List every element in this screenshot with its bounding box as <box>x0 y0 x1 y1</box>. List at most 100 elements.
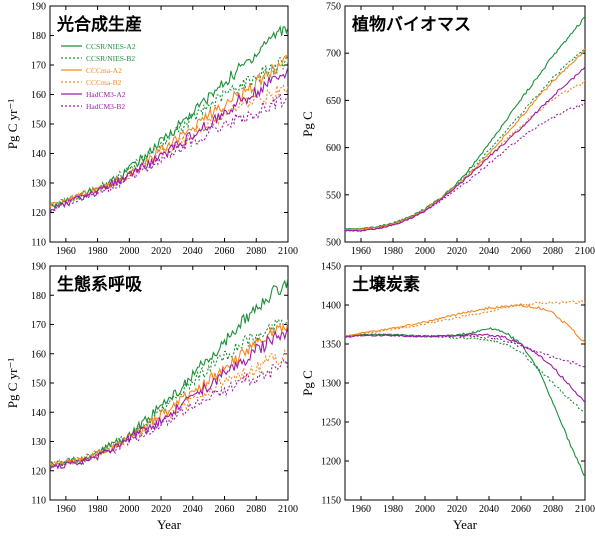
chart-panel-4: 1960 1980 2000 2020 2040 2060 2080 2100 1150 1200… <box>300 262 595 533</box>
y-tick-label: 130 <box>31 437 46 448</box>
x-tick-label: 2060 <box>511 504 531 515</box>
legend-label: CCCma-B2 <box>86 78 122 87</box>
x-tick-label: 2020 <box>151 246 171 257</box>
panel-title: 生態系呼吸 <box>57 274 143 295</box>
x-tick-label: 2040 <box>479 246 499 257</box>
x-tick-label: 1980 <box>383 246 403 257</box>
chart-panel-3: 1960 1980 2000 2020 2040 2060 2080 2100 110 120 13… <box>5 262 298 533</box>
x-tick-label: 1980 <box>88 246 108 257</box>
y-tick-label: 140 <box>31 408 46 419</box>
series-line-ccsr-nies-b2 <box>345 333 585 413</box>
x-tick-label: 2020 <box>447 246 467 257</box>
y-tick-label: 600 <box>326 143 341 154</box>
plot-frame <box>344 265 586 501</box>
x-tick-label: 2000 <box>415 246 435 257</box>
panel-title: 光合成生産 <box>56 14 142 35</box>
x-tick-label: 1960 <box>56 246 76 257</box>
y-tick-label: 550 <box>326 190 341 201</box>
chart-panel-1: 1960 1980 2000 2020 2040 2060 2080 2100 110 120 13… <box>5 2 298 258</box>
x-tick-label: 2080 <box>543 246 563 257</box>
series-line-hadcm3-b2 <box>50 359 288 470</box>
y-tick-label: 160 <box>31 349 46 360</box>
y-tick-label: 150 <box>31 120 46 131</box>
x-tick-label: 2060 <box>511 246 531 257</box>
y-axis-label: Pg C <box>300 370 315 396</box>
x-tick-label: 2080 <box>246 246 266 257</box>
series-line-hadcm3-b2 <box>50 93 288 213</box>
y-tick-label: 170 <box>31 320 46 331</box>
y-axis-label: Pg C <box>300 111 315 137</box>
x-tick-label: 2040 <box>479 504 499 515</box>
y-tick-label: 120 <box>31 208 46 219</box>
x-tick-label: 2040 <box>183 504 203 515</box>
y-tick-label: 150 <box>31 379 46 390</box>
series-line-ccsr-nies-a2 <box>345 327 585 477</box>
y-tick-label: 140 <box>31 149 46 160</box>
x-tick-label: 2100 <box>575 504 595 515</box>
x-tick-label: 2100 <box>278 504 298 515</box>
legend-label: HadCM3-A2 <box>86 90 126 99</box>
legend-label: HadCM3-B2 <box>86 102 125 111</box>
x-tick-label: 2100 <box>278 246 298 257</box>
y-tick-label: 130 <box>31 179 46 190</box>
legend-label: CCSR/NIES-B2 <box>86 54 135 63</box>
y-tick-label: 160 <box>31 90 46 101</box>
x-tick-label: 1980 <box>88 504 108 515</box>
series-line-cccma-a2 <box>345 302 585 344</box>
x-axis-label: Year <box>157 517 182 532</box>
y-tick-label: 180 <box>31 31 46 42</box>
series-group <box>50 25 288 213</box>
x-tick-label: 2000 <box>119 504 139 515</box>
y-tick-label: 190 <box>31 2 46 13</box>
legend-label: CCSR/NIES-A2 <box>86 42 136 51</box>
x-tick-label: 2040 <box>183 246 203 257</box>
series-line-cccma-b2 <box>50 348 288 468</box>
x-tick-label: 2020 <box>151 504 171 515</box>
y-tick-label: 190 <box>31 262 46 273</box>
y-tick-label: 1450 <box>321 262 341 273</box>
y-tick-label: 700 <box>326 49 341 60</box>
x-tick-label: 2000 <box>415 504 435 515</box>
x-tick-label: 1980 <box>383 504 403 515</box>
legend: CCSR/NIES-A2 CCSR/NIES-B2 CCCma-A2 CCCma-B2… <box>61 42 136 111</box>
y-tick-label: 1400 <box>321 301 341 312</box>
series-line-ccsr-nies-b2 <box>50 54 288 210</box>
series-line-hadcm3-a2 <box>345 66 585 232</box>
x-tick-label: 2080 <box>543 504 563 515</box>
y-tick-label: 750 <box>326 2 341 13</box>
y-axis-label: Pg C yr⁻¹ <box>5 358 20 409</box>
chart-panel-2: 1960 1980 2000 2020 2040 2060 2080 2100 500 550 60… <box>300 2 595 258</box>
x-tick-label: 2060 <box>215 504 235 515</box>
plot-frame <box>49 265 289 501</box>
y-tick-label: 650 <box>326 96 341 107</box>
x-tick-label: 2060 <box>215 246 235 257</box>
series-group <box>345 16 585 232</box>
series-line-hadcm3-a2 <box>50 326 288 471</box>
y-tick-label: 1150 <box>321 496 341 507</box>
series-line-hadcm3-a2 <box>345 333 585 403</box>
series-group <box>50 276 288 471</box>
x-tick-label: 1960 <box>351 246 371 257</box>
y-tick-label: 1250 <box>321 418 341 429</box>
series-group <box>345 299 585 477</box>
y-tick-label: 170 <box>31 61 46 72</box>
y-tick-label: 180 <box>31 291 46 302</box>
x-tick-label: 1960 <box>56 504 76 515</box>
y-tick-label: 1200 <box>321 457 341 468</box>
y-tick-label: 1300 <box>321 379 341 390</box>
x-tick-label: 2020 <box>447 504 467 515</box>
series-line-cccma-a2 <box>50 54 288 209</box>
y-axis-label: Pg C yr⁻¹ <box>5 99 20 150</box>
plot-frame <box>344 5 586 243</box>
y-tick-label: 1350 <box>321 340 341 351</box>
y-tick-label: 120 <box>31 466 46 477</box>
y-tick-label: 500 <box>326 238 341 249</box>
x-tick-label: 1960 <box>351 504 371 515</box>
series-line-hadcm3-a2 <box>50 66 288 213</box>
x-tick-label: 2080 <box>246 504 266 515</box>
legend-label: CCCma-A2 <box>86 66 122 75</box>
x-tick-label: 2100 <box>575 246 595 257</box>
panel-title: 土壌炭素 <box>352 274 420 295</box>
series-line-cccma-b2 <box>345 79 585 231</box>
